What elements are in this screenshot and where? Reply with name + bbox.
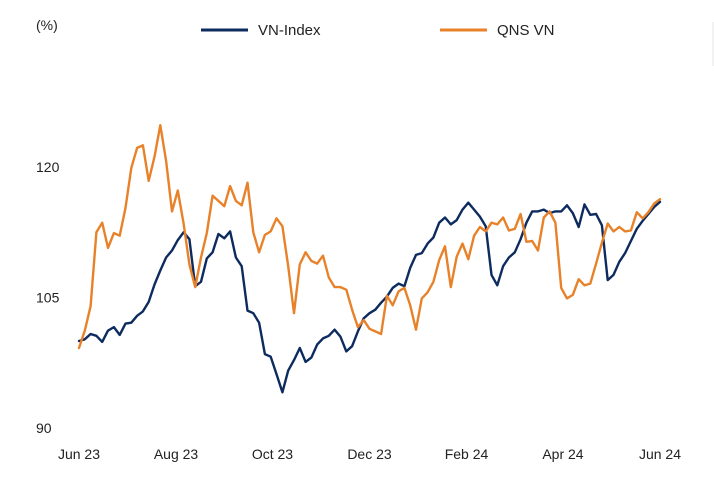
x-tick-label: Apr 24 [542, 446, 583, 462]
y-tick-label: 105 [36, 290, 60, 306]
x-tick-label: Jun 23 [58, 446, 100, 462]
legend-label: QNS VN [497, 22, 555, 39]
series-line-vn-index [77, 200, 662, 394]
legend-label: VN-Index [258, 22, 321, 39]
legend: VN-Index QNS VN [201, 22, 555, 39]
y-tick-label: 90 [36, 420, 52, 436]
x-axis-ticks: Jun 23 Aug 23 Oct 23 Dec 23 Feb 24 Apr 24 Jun … [58, 446, 681, 462]
y-axis-ticks: 90 105 120 [36, 159, 60, 436]
y-axis-unit-label: (%) [36, 17, 58, 33]
x-tick-label: Jun 24 [639, 446, 681, 462]
x-tick-label: Oct 23 [252, 446, 293, 462]
x-tick-label: Dec 23 [347, 446, 392, 462]
y-tick-label: 120 [36, 159, 60, 175]
x-tick-label: Aug 23 [154, 446, 199, 462]
x-tick-label: Feb 24 [445, 446, 489, 462]
series-line-qns-vn [77, 124, 662, 350]
series-lines [77, 124, 662, 394]
